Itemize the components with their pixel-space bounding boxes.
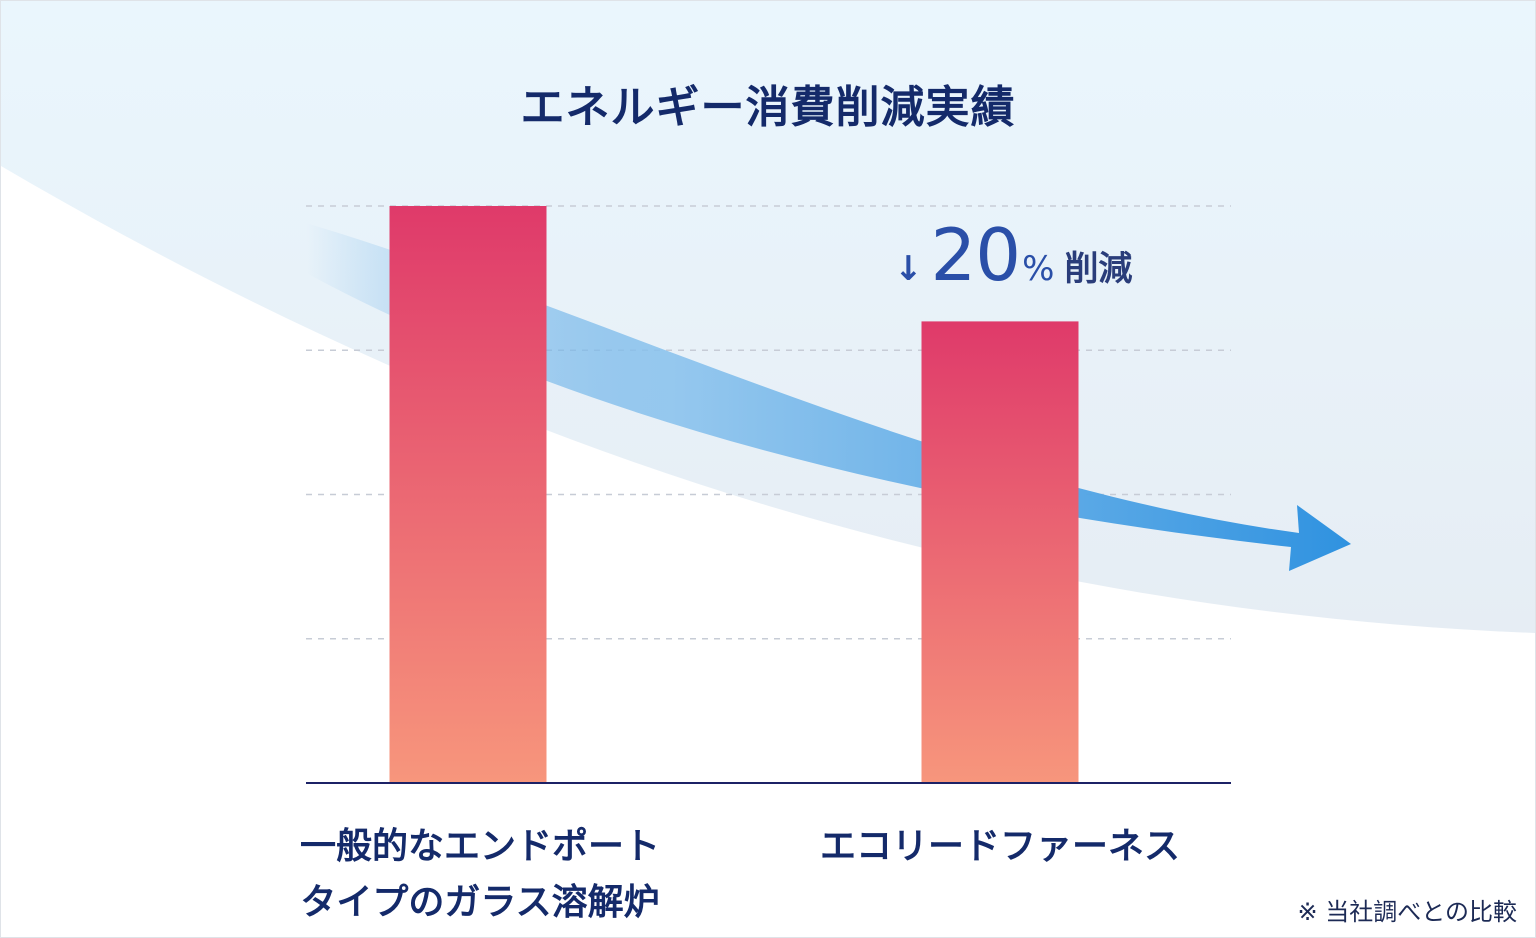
background-band (1, 1, 1535, 633)
reduction-unit: % (1022, 249, 1055, 289)
bar-2 (921, 321, 1079, 783)
category-label-2: エコリードファーネス (819, 826, 1180, 867)
bar-1 (389, 206, 547, 783)
reduction-number: 20 (930, 213, 1022, 297)
category-label-1: 一般的なエンドポート タイプのガラス溶解炉 (299, 826, 660, 923)
bars (389, 206, 1079, 783)
reduction-callout: ↓ 20 % 削減 (894, 213, 1132, 297)
reduction-word: 削減 (1064, 249, 1133, 289)
chart-title: エネルギー消費削減実績 (520, 82, 1016, 133)
down-arrow-icon: ↓ (894, 249, 923, 289)
footnote: ※ 当社調べとの比較 (1297, 898, 1518, 926)
